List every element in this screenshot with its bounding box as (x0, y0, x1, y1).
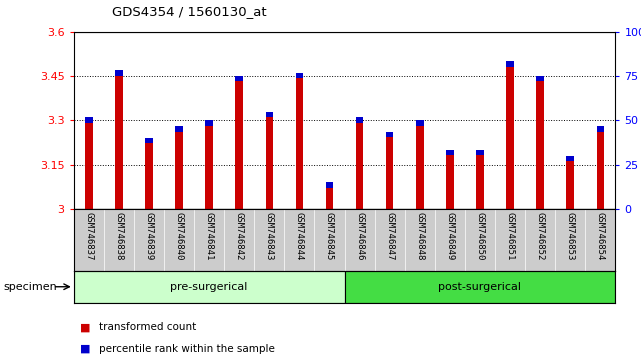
Bar (537, 76, 544, 209)
Text: specimen: specimen (3, 282, 57, 292)
Bar (446, 150, 454, 209)
Text: GSM746843: GSM746843 (265, 212, 274, 260)
Text: post-surgerical: post-surgerical (438, 282, 521, 292)
Bar (265, 112, 273, 117)
Bar (326, 182, 333, 188)
Bar (115, 70, 122, 75)
Bar (345, 271, 615, 303)
Text: GSM746853: GSM746853 (566, 212, 575, 260)
Text: GSM746838: GSM746838 (114, 212, 123, 260)
Bar (175, 126, 183, 132)
Bar (205, 120, 213, 209)
Text: GSM746839: GSM746839 (144, 212, 153, 260)
Text: GSM746844: GSM746844 (295, 212, 304, 260)
Bar (296, 73, 303, 209)
Bar (567, 156, 574, 209)
Bar (235, 76, 243, 209)
Bar (597, 126, 604, 132)
Text: GSM746847: GSM746847 (385, 212, 394, 260)
Bar (145, 138, 153, 143)
Bar (567, 156, 574, 161)
Bar (537, 76, 544, 81)
Text: transformed count: transformed count (99, 322, 197, 332)
Text: percentile rank within the sample: percentile rank within the sample (99, 344, 275, 354)
Text: GSM746852: GSM746852 (536, 212, 545, 260)
Text: GSM746851: GSM746851 (506, 212, 515, 260)
Bar (506, 61, 514, 209)
Bar (506, 61, 514, 67)
Bar (476, 150, 484, 209)
Bar (446, 150, 454, 155)
Text: GSM746846: GSM746846 (355, 212, 364, 260)
Text: ■: ■ (80, 344, 90, 354)
Bar (356, 118, 363, 123)
Bar (235, 76, 243, 81)
Bar (175, 126, 183, 209)
Bar (326, 182, 333, 209)
Bar (597, 126, 604, 209)
Text: GSM746845: GSM746845 (325, 212, 334, 260)
Text: GSM746850: GSM746850 (476, 212, 485, 260)
Bar (296, 73, 303, 79)
Bar (145, 138, 153, 209)
Bar (386, 132, 394, 209)
Bar (386, 132, 394, 137)
Bar (74, 271, 345, 303)
Text: GSM746849: GSM746849 (445, 212, 454, 260)
Text: GSM746840: GSM746840 (174, 212, 183, 260)
Text: GSM746837: GSM746837 (84, 212, 93, 260)
Bar (476, 150, 484, 155)
Text: GSM746841: GSM746841 (204, 212, 213, 260)
Bar (205, 120, 213, 126)
Bar (416, 120, 424, 209)
Bar (265, 112, 273, 209)
Bar (85, 118, 92, 209)
Text: pre-surgerical: pre-surgerical (171, 282, 248, 292)
Bar (115, 70, 122, 209)
Text: GSM746848: GSM746848 (415, 212, 424, 260)
Text: ■: ■ (80, 322, 90, 332)
Bar (416, 120, 424, 126)
Text: GSM746854: GSM746854 (596, 212, 605, 260)
Bar (85, 118, 92, 123)
Text: GDS4354 / 1560130_at: GDS4354 / 1560130_at (112, 5, 267, 18)
Bar (356, 118, 363, 209)
Text: GSM746842: GSM746842 (235, 212, 244, 260)
